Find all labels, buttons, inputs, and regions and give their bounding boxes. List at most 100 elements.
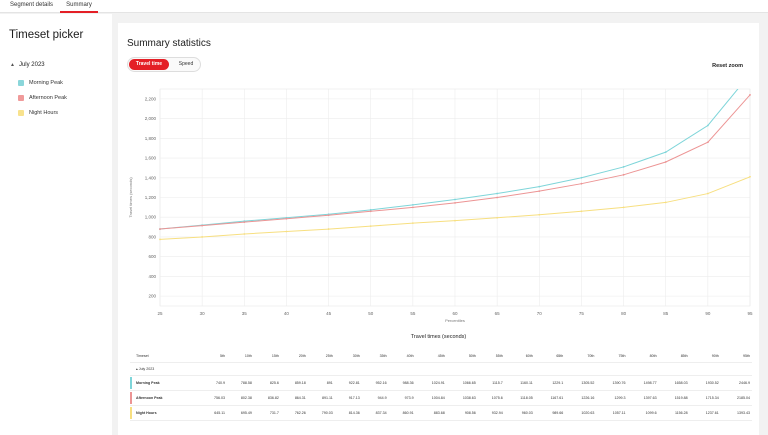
table-cell: 917.13: [334, 390, 362, 406]
data-point-morning-peak[interactable]: [496, 192, 499, 195]
table-cell: 1156.28: [658, 405, 690, 421]
data-point-afternoon-peak[interactable]: [243, 221, 246, 224]
table-cell: 1715.34: [689, 390, 721, 406]
tab-summary[interactable]: Summary: [60, 1, 98, 13]
data-point-night-hours[interactable]: [538, 213, 541, 216]
y-tick-label: 2,200: [145, 96, 157, 101]
data-point-morning-peak[interactable]: [706, 124, 709, 127]
table-cell: 837.34: [361, 405, 389, 421]
y-axis-label: Travel times (seconds): [128, 177, 133, 218]
data-point-afternoon-peak[interactable]: [285, 217, 288, 220]
month-toggle[interactable]: ▲ July 2023: [10, 62, 45, 68]
timeset-label: Morning Peak: [29, 80, 63, 86]
table-cell: 1057.11: [596, 405, 628, 421]
travel-time-toggle[interactable]: Travel time: [129, 59, 169, 70]
data-point-afternoon-peak[interactable]: [327, 214, 330, 217]
table-cell: 883.68: [415, 405, 447, 421]
percentile-column-header: 45th: [415, 351, 447, 363]
data-point-afternoon-peak[interactable]: [664, 161, 667, 163]
y-tick-label: 400: [148, 274, 156, 279]
data-point-morning-peak[interactable]: [622, 166, 625, 168]
data-point-afternoon-peak[interactable]: [622, 173, 625, 176]
data-point-afternoon-peak[interactable]: [454, 202, 456, 204]
x-tick-label: 70: [537, 311, 543, 316]
table-cell: 1020.63: [565, 405, 597, 421]
table-cell: 2185.04: [720, 390, 752, 406]
x-tick-label: 95: [747, 311, 753, 316]
data-point-morning-peak[interactable]: [369, 208, 372, 211]
summary-panel: Summary statistics Travel time Speed Res…: [118, 23, 759, 435]
timeset-label: Afternoon Peak: [29, 95, 67, 101]
table-cell: 756.03: [200, 390, 227, 406]
data-point-afternoon-peak[interactable]: [706, 141, 709, 144]
data-point-night-hours[interactable]: [580, 210, 583, 213]
data-point-night-hours[interactable]: [496, 216, 499, 219]
data-point-night-hours[interactable]: [327, 228, 330, 230]
y-tick-label: 1,800: [145, 136, 157, 141]
table-row: Night Hours 645.11 695.49 731.7 762.26 790.03…: [130, 405, 752, 421]
data-point-afternoon-peak[interactable]: [749, 94, 751, 96]
table-cell: 988.36: [388, 375, 416, 391]
data-point-afternoon-peak[interactable]: [411, 206, 414, 209]
table-cell: 973.9: [388, 390, 416, 406]
percentile-column-header: 50th: [446, 351, 478, 363]
data-point-night-hours[interactable]: [664, 201, 667, 204]
table-cell: 1115.7: [477, 375, 505, 391]
table-cell: 864.31: [280, 390, 308, 406]
table-cell: 989.66: [534, 405, 566, 421]
data-point-afternoon-peak[interactable]: [496, 196, 499, 199]
data-point-night-hours[interactable]: [622, 206, 625, 209]
tab-segment-details[interactable]: Segment details: [10, 2, 54, 8]
data-point-night-hours[interactable]: [285, 230, 288, 233]
data-point-night-hours[interactable]: [411, 222, 414, 225]
data-point-afternoon-peak[interactable]: [580, 182, 583, 185]
data-point-morning-peak[interactable]: [664, 151, 667, 154]
table-cell: 922.81: [334, 375, 362, 391]
data-point-afternoon-peak[interactable]: [369, 210, 372, 213]
percentile-line-chart: 200 400 600 800 1,000 1,200 1,400 1,600 1,800 2,0…: [128, 88, 753, 323]
table-cell: 1498.77: [627, 375, 659, 391]
data-point-afternoon-peak[interactable]: [159, 228, 161, 230]
x-tick-label: 90: [705, 311, 711, 316]
speed-toggle[interactable]: Speed: [178, 61, 194, 67]
table-cell: 731.7: [253, 405, 281, 421]
data-point-night-hours[interactable]: [369, 225, 372, 228]
data-point-night-hours[interactable]: [706, 192, 709, 195]
table-cell: 1099.6: [627, 405, 659, 421]
group-row[interactable]: ▴ July 2023: [130, 362, 752, 376]
data-point-night-hours[interactable]: [201, 236, 204, 238]
table-cell: 1305.52: [565, 375, 597, 391]
data-point-afternoon-peak[interactable]: [538, 190, 541, 192]
table-cell: 908.56: [446, 405, 478, 421]
y-tick-label: 600: [148, 254, 156, 259]
data-point-morning-peak[interactable]: [411, 203, 414, 206]
data-point-night-hours[interactable]: [243, 233, 246, 235]
y-tick-label: 200: [148, 294, 156, 299]
table-cell: 1066.65: [446, 375, 478, 391]
percentile-column-header: 60th: [504, 351, 535, 363]
data-point-morning-peak[interactable]: [454, 198, 456, 201]
timeset-item-morning-peak[interactable]: Morning Peak: [18, 80, 63, 86]
reset-zoom-button[interactable]: Reset zoom: [712, 63, 743, 69]
table-cell: 1004.84: [415, 390, 447, 406]
timeset-item-night-hours[interactable]: Night Hours: [18, 110, 58, 116]
table-cell: 695.49: [226, 405, 254, 421]
data-point-night-hours[interactable]: [159, 238, 161, 241]
data-point-morning-peak[interactable]: [580, 176, 583, 179]
data-point-morning-peak[interactable]: [538, 185, 541, 188]
table-cell: 1930.52: [689, 375, 721, 391]
data-point-night-hours[interactable]: [749, 175, 751, 178]
top-tab-bar: Segment details Summary: [0, 0, 768, 13]
travel-times-table: Timeset 5th 10th 15th 20th 25th 30th 35th 40th 45…: [130, 351, 752, 421]
data-point-afternoon-peak[interactable]: [201, 224, 204, 227]
chevron-up-icon: ▲: [10, 62, 15, 68]
timeset-item-afternoon-peak[interactable]: Afternoon Peak: [18, 95, 67, 101]
x-axis-label: Percentiles: [445, 318, 465, 323]
data-point-night-hours[interactable]: [454, 219, 456, 222]
percentile-column-header: 65th: [534, 351, 566, 363]
night-hours-swatch: [18, 110, 24, 116]
timeset-picker-title: Timeset picker: [9, 29, 84, 41]
table-cell: 932.94: [477, 405, 505, 421]
x-tick-label: 45: [326, 311, 332, 316]
table-cell: 1397.63: [627, 390, 659, 406]
